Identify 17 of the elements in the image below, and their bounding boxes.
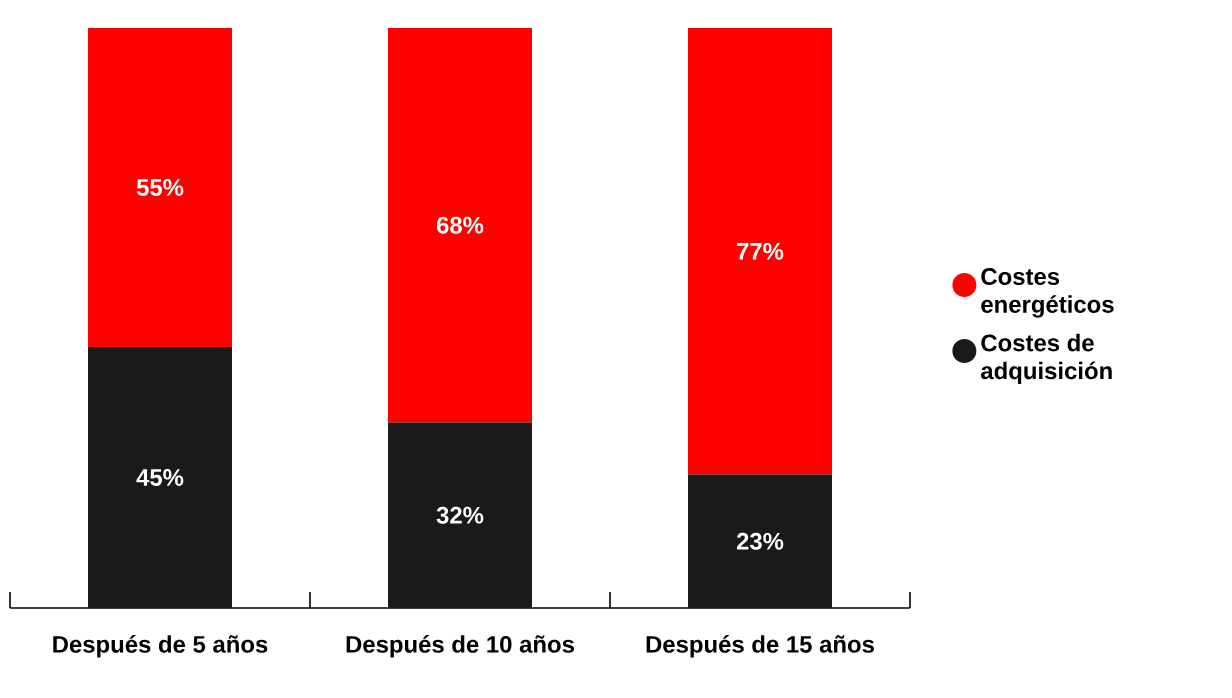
data-label: 77% xyxy=(737,242,784,260)
bar xyxy=(88,347,232,608)
data-label: 45% xyxy=(136,469,184,486)
data-label: 68% xyxy=(436,216,484,234)
x-tick-label: Después de 15 años xyxy=(646,635,874,658)
bar xyxy=(688,474,833,608)
x-tick-label: Después de 10 años xyxy=(346,635,574,658)
x-tick-label: Después de 5 años xyxy=(53,635,268,658)
bar xyxy=(388,27,532,423)
legend-label: Costes energéticos xyxy=(981,268,1114,318)
bar xyxy=(388,422,532,608)
legend-label: Costes de adquisición xyxy=(981,333,1112,385)
data-label: 32% xyxy=(436,506,484,524)
data-label: 23% xyxy=(736,532,784,550)
bar xyxy=(88,27,232,347)
bar xyxy=(688,27,833,475)
data-label: 55% xyxy=(136,179,184,196)
